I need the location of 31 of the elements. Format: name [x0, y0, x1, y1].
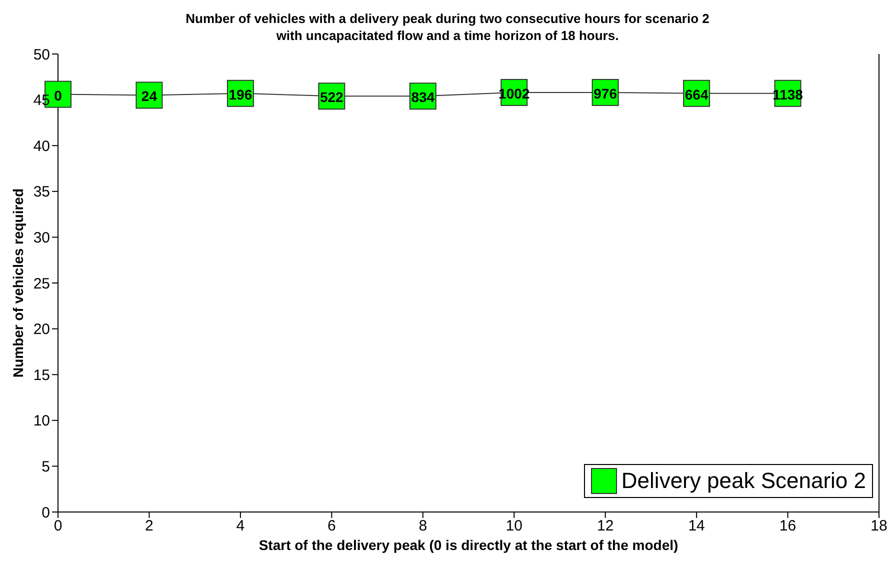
x-tick-label: 10 [506, 518, 522, 535]
y-tick-label: 5 [42, 458, 50, 476]
y-tick-label: 40 [33, 138, 50, 155]
y-tick-label: 15 [33, 366, 50, 384]
y-tick-label: 0 [42, 504, 50, 522]
annotation: 196 [228, 86, 252, 102]
annotation: 0 [54, 87, 62, 104]
y-tick-label: 25 [33, 275, 50, 292]
y-tick-label: 10 [33, 412, 50, 430]
x-tick-label: 12 [596, 518, 614, 535]
annotation: 834 [411, 89, 435, 106]
x-tick-label: 14 [688, 518, 705, 535]
x-tick-label: 16 [779, 518, 796, 535]
x-tick-label: 2 [145, 518, 154, 535]
y-tick-label: 50 [33, 46, 50, 64]
legend-label: Delivery peak Scenario 2 [621, 468, 866, 494]
chart-title: Number of vehicles with a delivery peak during two consecutive hours for scenario 2 with uncapacitated flow and a time horizon of 18 hours. [184, 10, 710, 44]
y-axis-title: Number of vehicles required [10, 188, 26, 378]
x-tick-label: 4 [236, 518, 245, 535]
annotation: 24 [141, 88, 158, 104]
x-axis-title: Start of the delivery peak (0 is directly at the start of the model) [258, 537, 678, 553]
x-tick-label: 0 [54, 518, 62, 535]
annotation: 976 [594, 85, 618, 102]
x-tick-label: 18 [870, 518, 888, 535]
x-tick-label: 6 [327, 518, 336, 535]
x-tick-label: 8 [418, 518, 428, 535]
y-tick-label: 30 [33, 230, 50, 247]
annotation: 522 [320, 89, 344, 106]
y-tick-label: 20 [33, 321, 50, 338]
annotation: 664 [684, 86, 708, 102]
y-tick-label: 35 [33, 184, 50, 201]
